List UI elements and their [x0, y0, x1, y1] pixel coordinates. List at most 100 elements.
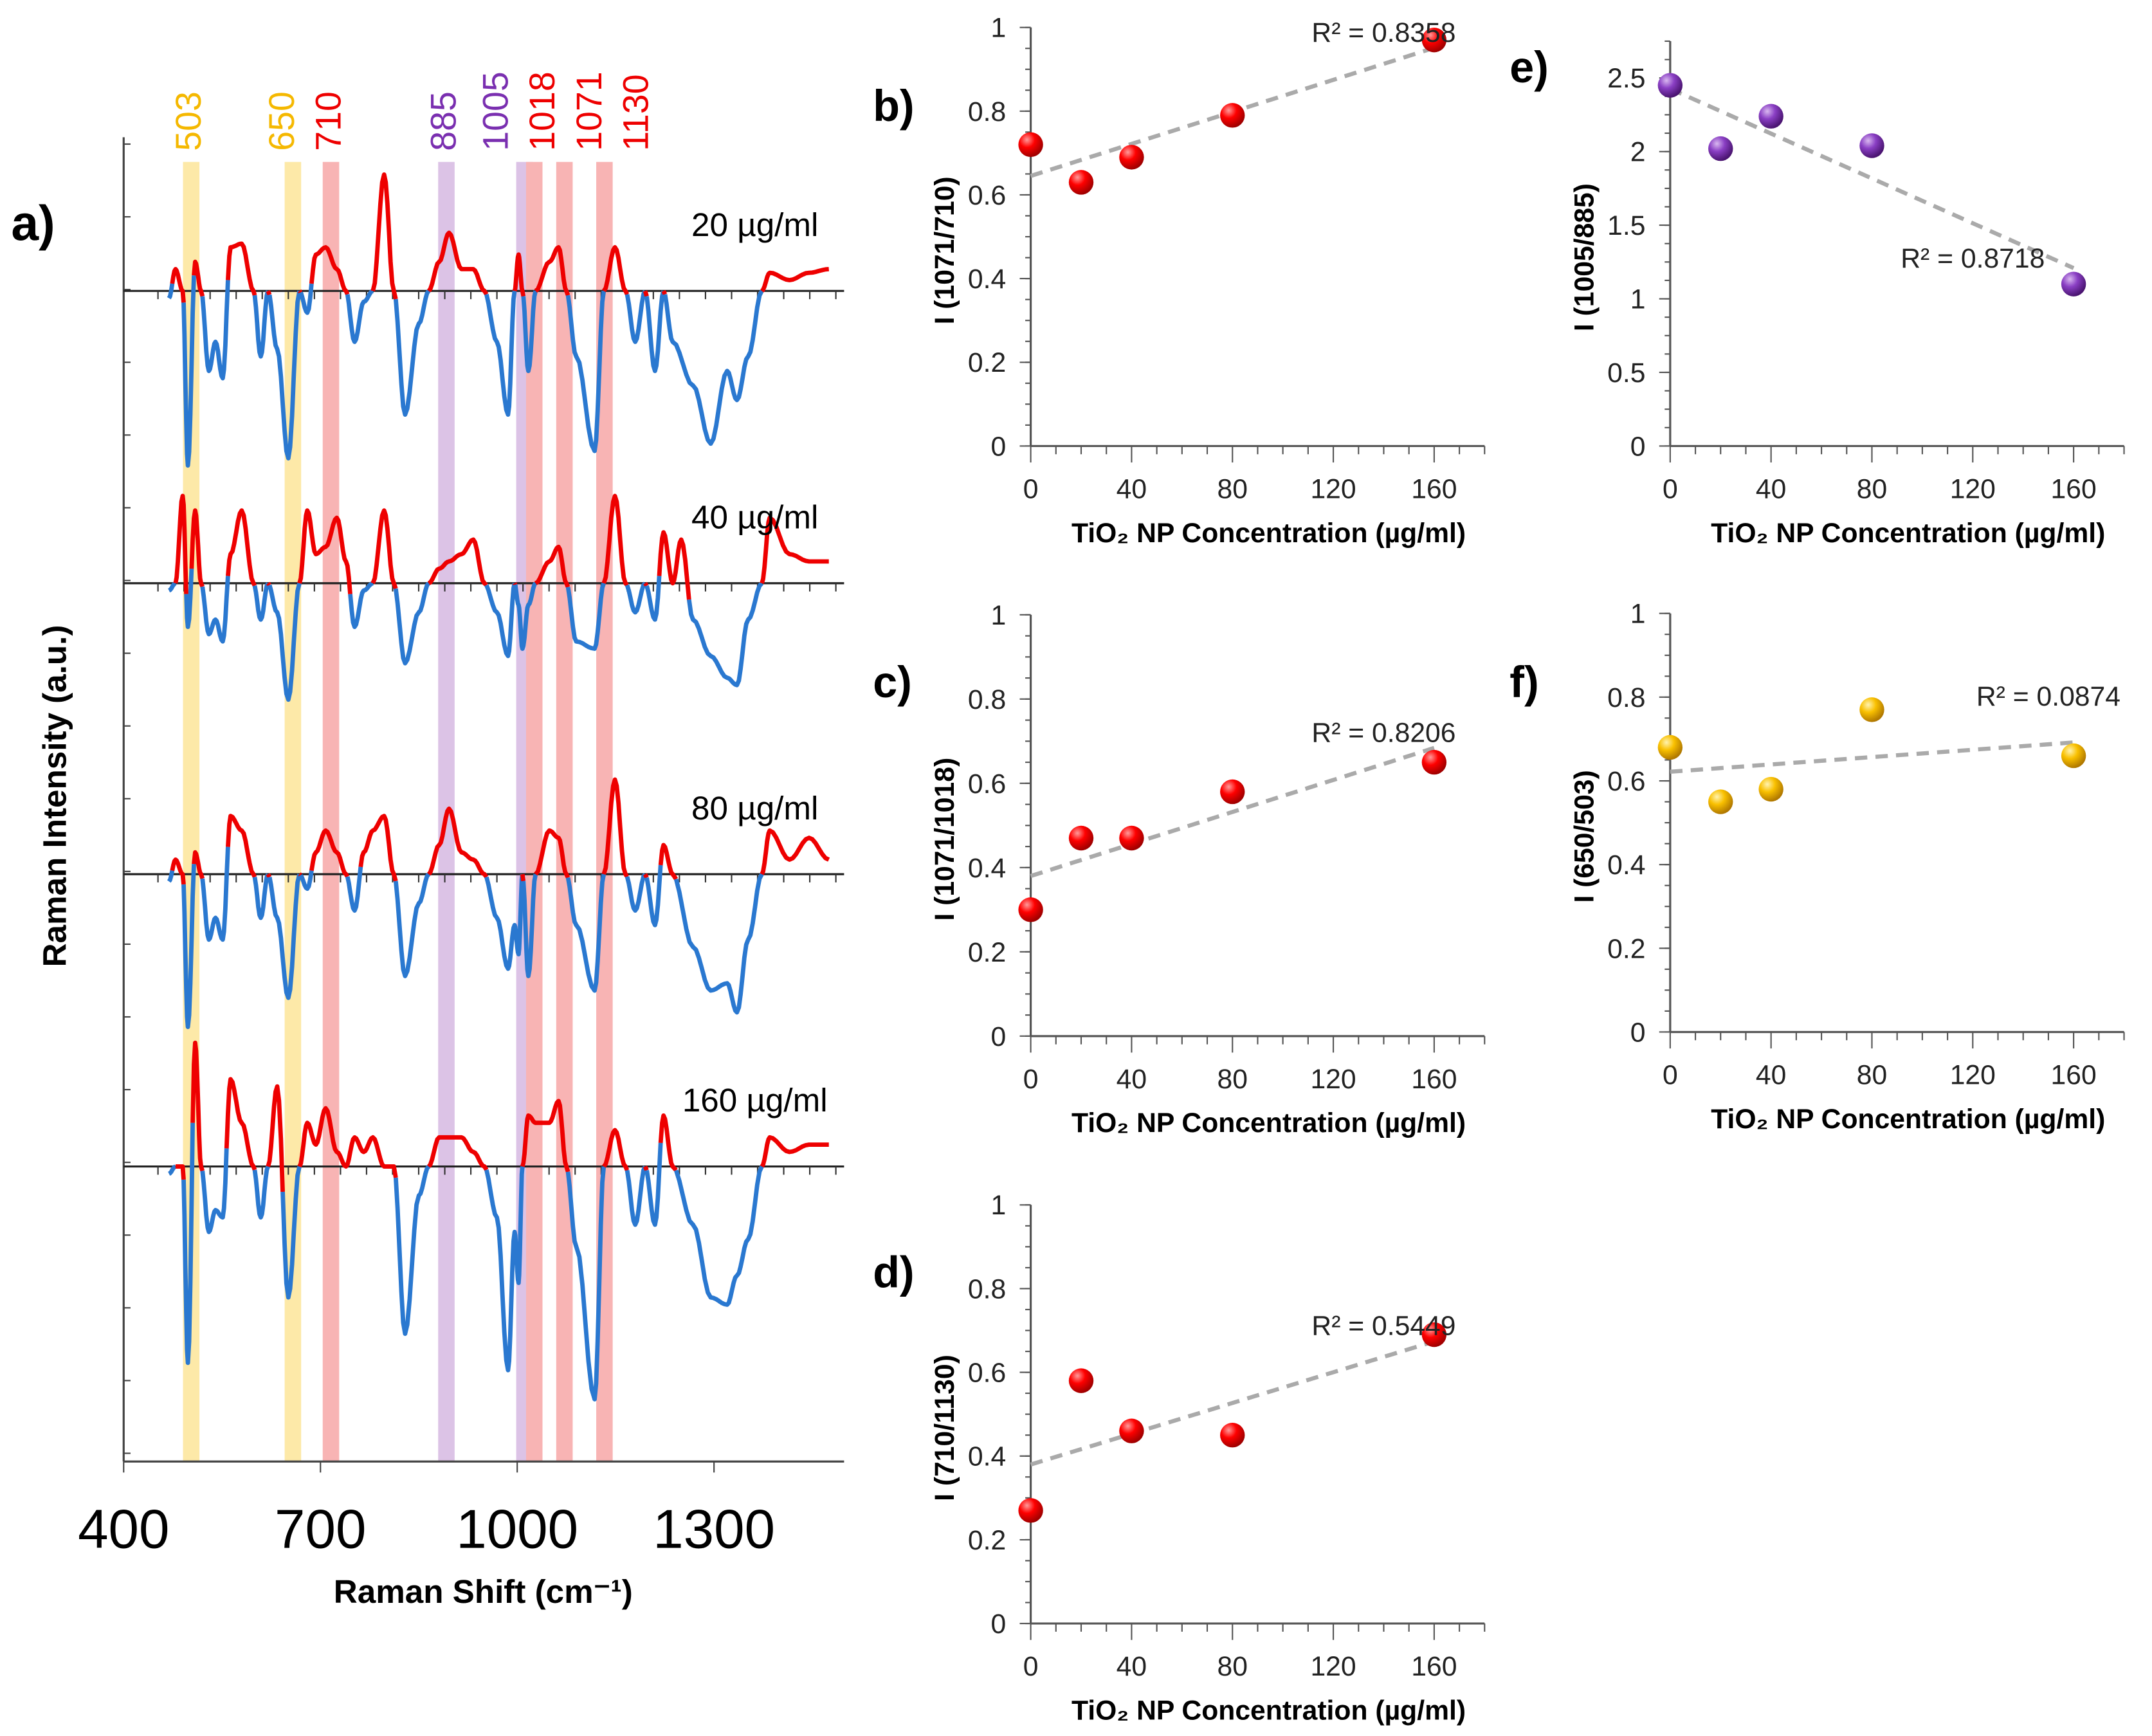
- x-tick-label: 0: [1023, 473, 1039, 504]
- band-label-1018: 1018: [522, 71, 562, 151]
- y-tick-label: 1: [1630, 284, 1646, 315]
- x-tick-label: 40: [1117, 473, 1147, 504]
- spectrum-negative-segment: [565, 290, 606, 453]
- spectrum-positive-segment: [601, 245, 630, 296]
- spectrum-negative-segment: [298, 870, 314, 891]
- spectrum-positive-segment: [309, 828, 350, 878]
- x-axis-label: TiO₂ NP Concentration (µg/ml): [1071, 1108, 1466, 1138]
- spectrum-negative-segment: [625, 873, 647, 913]
- spectrum-negative-segment: [345, 289, 374, 344]
- data-point: [1421, 749, 1447, 775]
- spectrum-positive-segment: [370, 172, 398, 300]
- spectrum-negative-segment: [644, 864, 663, 927]
- spectrum-negative-segment: [674, 1165, 764, 1307]
- spectrum-positive-segment: [297, 1106, 398, 1178]
- band-1018: [525, 161, 543, 1462]
- spectrum-positive-segment: [297, 508, 352, 594]
- spectrum-positive-segment: [512, 252, 526, 297]
- y-tick-label: 0.2: [1607, 933, 1645, 964]
- y-axis-label: I (710/1130): [929, 1355, 960, 1501]
- r-squared-annotation: R² = 0.0874: [1976, 681, 2120, 712]
- spectrum-negative-segment: [200, 280, 230, 381]
- y-tick-label: 0.8: [968, 1274, 1006, 1304]
- data-point: [1421, 1322, 1447, 1348]
- spectrum-negative-segment: [167, 581, 177, 593]
- x-tick-label: 80: [1857, 1060, 1887, 1091]
- data-point: [1018, 1498, 1043, 1523]
- spectrum-negative-segment: [565, 582, 606, 651]
- x-tick-label: 40: [1756, 1060, 1786, 1091]
- spectrum-positive-segment: [266, 873, 272, 879]
- data-point: [1018, 132, 1043, 158]
- r-squared-annotation: R² = 0.8206: [1311, 718, 1455, 749]
- data-point: [1068, 1368, 1094, 1393]
- y-tick-label: 0: [1630, 1017, 1646, 1048]
- band-label-650: 650: [262, 91, 302, 151]
- spectrum-positive-segment: [226, 241, 257, 297]
- x-tick-label: 160: [2051, 1060, 2097, 1091]
- spectrum-positive-segment: [643, 581, 649, 587]
- spectrum-positive-segment: [298, 872, 302, 877]
- y-tick-label: 0.6: [968, 1358, 1006, 1389]
- spectrum-negative-segment: [181, 864, 196, 1029]
- spectrum-negative-segment: [513, 581, 538, 651]
- y-tick-label: 0.8: [968, 96, 1006, 127]
- x-tick-label: 40: [1117, 1651, 1147, 1682]
- spectrum-positive-segment: [174, 1164, 186, 1180]
- spectrum-positive-segment: [520, 873, 526, 882]
- r-squared-annotation: R² = 0.8718: [1901, 243, 2045, 274]
- y-tick-label: 2: [1630, 137, 1646, 168]
- spectrum-negative-segment: [644, 290, 666, 374]
- y-tick-label: 0.4: [1607, 850, 1645, 881]
- scatter-panel-e: e) 0 0.5 1 1.5 2 2.5 0 40 80 120 160 TiO₂ NP Concent…: [1509, 40, 2125, 549]
- y-tick-label: 0.6: [1607, 766, 1645, 797]
- data-point: [1859, 697, 1884, 722]
- spectrum-positive-segment: [192, 259, 205, 297]
- scatter-panel-b: b) 0 0.2 0.4 0.6 0.8 1 0 40 80 120 160 TiO₂ NP Conce…: [873, 13, 1486, 549]
- y-tick-label: 0: [990, 1021, 1006, 1052]
- spectrum-negative-segment: [686, 581, 764, 688]
- spectrum-1: 40 µg/ml: [123, 493, 844, 702]
- spectrum-negative-segment: [673, 873, 764, 1015]
- data-point: [1068, 170, 1094, 195]
- spectrum-negative-segment: [252, 1165, 270, 1220]
- y-tick-label: 2.5: [1607, 63, 1645, 94]
- x-tick-label: 160: [1411, 473, 1457, 504]
- spectrum-positive-segment: [534, 828, 570, 879]
- spectrum-positive-segment: [170, 266, 186, 303]
- spectrum-negative-segment: [167, 283, 175, 300]
- data-point: [1119, 825, 1144, 851]
- x-tick-label: 160: [1411, 1651, 1457, 1682]
- y-axis-label: I (650/503): [1569, 770, 1600, 902]
- spectrum-negative-segment: [252, 582, 270, 622]
- band-label-503: 503: [169, 91, 208, 151]
- y-tick-label: 0.6: [968, 769, 1006, 799]
- band-label-1005: 1005: [476, 71, 516, 151]
- x-tick-label: 0: [1023, 1064, 1039, 1095]
- spectrum-positive-segment: [190, 1040, 205, 1172]
- spectrum-negative-segment: [298, 283, 314, 315]
- spectrum-negative-segment: [521, 290, 538, 374]
- spectrum-positive-segment: [602, 1128, 630, 1171]
- spectrum-positive-segment: [224, 1077, 257, 1171]
- spectrum-label: 80 µg/ml: [691, 790, 818, 827]
- x-tick-label: 80: [1217, 1064, 1248, 1095]
- spectrum-positive-segment: [358, 814, 398, 882]
- y-tick-label: 0.6: [968, 180, 1006, 211]
- spectrum-positive-segment: [601, 777, 629, 878]
- x-tick-label: 0: [1663, 473, 1678, 504]
- spectrum-negative-segment: [267, 290, 302, 461]
- spectrum-positive-segment: [426, 1135, 489, 1171]
- spectrum-positive-segment: [520, 1099, 570, 1173]
- spectrum-positive-segment: [658, 1113, 678, 1172]
- spectrum-negative-segment: [267, 873, 302, 1000]
- x-axis-label: TiO₂ NP Concentration (µg/ml): [1711, 518, 2105, 549]
- spectrum-3: 160 µg/ml: [123, 1040, 844, 1402]
- trendline: [1669, 87, 2075, 270]
- x-tick-label: 120: [1950, 473, 1996, 504]
- spectrum-positive-segment: [760, 515, 829, 584]
- x-tick-label: 80: [1217, 1651, 1248, 1682]
- x-tick-label: 400: [78, 1499, 169, 1560]
- data-point: [1657, 735, 1683, 760]
